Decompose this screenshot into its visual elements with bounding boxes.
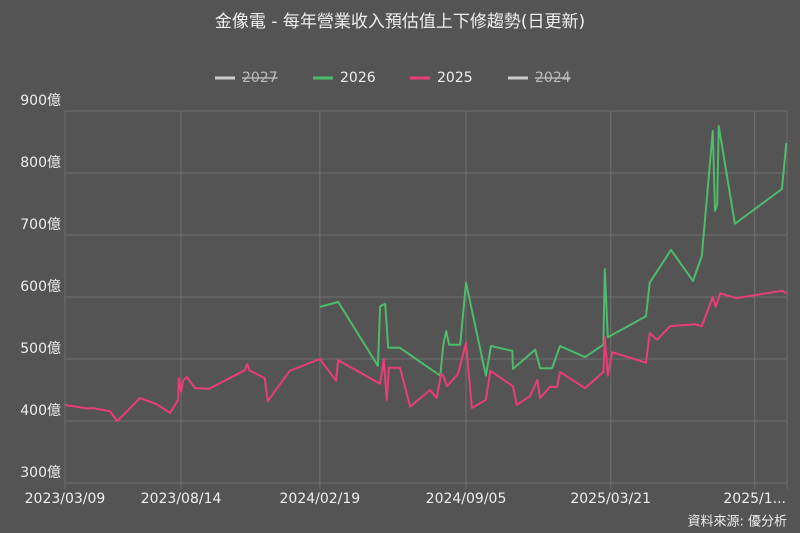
x-tick-label: 2025/1... [723,491,786,507]
y-tick-label: 500億 [20,341,61,357]
y-tick-label: 900億 [20,93,61,109]
x-tick-label: 2023/03/09 [25,491,106,507]
chart-title: 金像電 - 每年營業收入預估值上下修趨勢(日更新) [215,12,585,32]
y-tick-label: 400億 [20,403,61,419]
y-tick-label: 800億 [20,155,61,171]
x-tick-label: 2025/03/21 [570,491,651,507]
legend-label[interactable]: 2026 [340,70,376,86]
series-line [64,289,788,422]
source-note: 資料來源: 優分析 [687,515,787,530]
legend-label[interactable]: 2027 [242,70,278,86]
legend-label[interactable]: 2024 [535,70,571,86]
y-tick-label: 700億 [20,217,61,233]
series-line [319,124,788,377]
y-tick-label: 600億 [20,279,61,295]
x-tick-label: 2024/02/19 [280,491,361,507]
legend-label[interactable]: 2025 [437,70,473,86]
y-tick-label: 300億 [20,465,61,481]
x-tick-label: 2024/09/05 [426,491,507,507]
x-tick-label: 2023/08/14 [141,491,222,507]
